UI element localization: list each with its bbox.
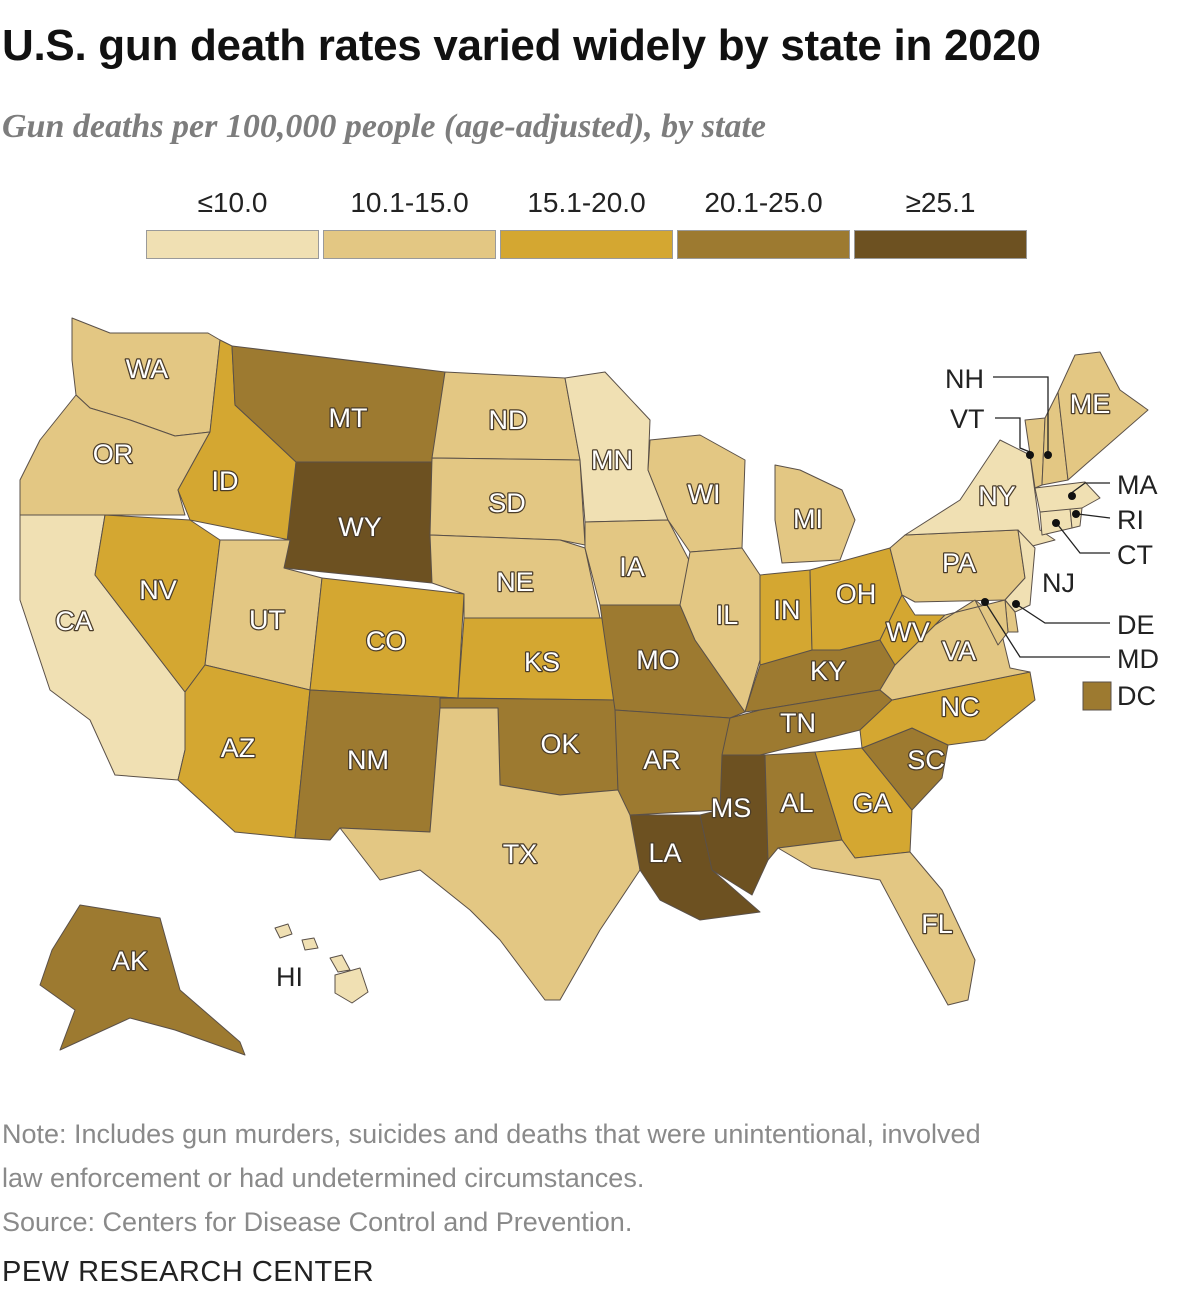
state-label: WY [338,512,382,542]
state-label: MN [591,445,633,475]
state-label: AK [112,946,148,976]
callout-labels: NH VT MA RI CT NJ DE MD DC HI [276,364,1159,992]
state-label: UT [249,605,285,635]
state-label: AL [780,788,813,818]
state-label: ND [489,405,528,435]
legend-item: ≤10.0 [146,186,319,266]
state-labels: WA OR CA ID NV MT WY UT AZ CO NM ND SD N… [54,353,1112,978]
state-shape [774,464,856,564]
state-label: ID [212,466,239,496]
state-shape [429,457,586,546]
legend-label: ≤10.0 [197,187,268,218]
state-label: MT [329,403,368,433]
state-label: TN [780,708,816,738]
state-label: NY [978,481,1016,511]
legend: ≤10.0 10.1-15.0 15.1-20.0 20.1-25.0 ≥25.… [0,186,1200,266]
state-label: NJ [1042,568,1075,598]
page-title: U.S. gun death rates varied widely by st… [2,21,1041,70]
state-label: GA [852,788,891,818]
legend-swatch [323,230,496,259]
legend-label: 10.1-15.0 [350,187,469,218]
state-label: OK [540,729,579,759]
legend-item: 15.1-20.0 [500,186,673,266]
state-shape [339,707,641,1001]
state-label: KS [524,647,560,677]
state-label: MI [793,504,823,534]
note-section: Note: Includes gun murders, suicides and… [2,1112,1192,1244]
callout-leaders [984,376,1111,658]
state-label: FL [921,909,953,939]
note-line: Note: Includes gun murders, suicides and… [2,1119,981,1149]
state-shape [274,923,369,1004]
state-label: MO [636,645,680,675]
state-shape [1057,351,1149,481]
state-label: NC [941,692,980,722]
legend-swatch [677,230,850,259]
state-label: KY [810,656,846,686]
state-shape [39,904,246,1056]
dc-swatch [1082,681,1112,711]
legend-label: ≥25.1 [905,187,976,218]
state-label: PA [942,548,976,578]
state-shapes [19,317,1149,1056]
state-label: MD [1117,644,1159,674]
legend-label: 15.1-20.0 [527,187,646,218]
legend-item: 10.1-15.0 [323,186,496,266]
state-label: IN [774,595,801,625]
state-shape [777,839,976,1006]
state-label: WA [126,354,169,384]
state-label: CO [366,626,407,656]
state-label: RI [1117,505,1144,535]
state-shape [1034,481,1101,513]
legend-label: 20.1-25.0 [704,187,823,218]
state-label: NM [347,745,389,775]
us-state-map: WA OR CA ID NV MT WY UT AZ CO NM ND SD N… [19,317,1159,1056]
state-label: SC [907,745,945,775]
state-shape [859,671,1036,749]
state-label: ME [1070,389,1111,419]
state-label: DC [1117,681,1156,711]
state-label: NV [139,575,177,605]
state-label: OR [93,439,134,469]
state-label: NE [496,567,534,597]
state-label: NH [945,364,984,394]
state-label: IA [619,552,645,582]
state-label: HI [276,962,303,992]
state-label: WI [688,479,721,509]
state-label: MS [711,793,752,823]
state-label: AZ [221,733,256,763]
state-label: OH [836,579,877,609]
state-label: CT [1117,540,1153,570]
note-line: law enforcement or had undetermined circ… [2,1163,645,1193]
state-shape [614,709,731,816]
state-label: TX [503,839,538,869]
state-label: CA [55,606,93,636]
state-label: VA [942,636,976,666]
state-shape [934,599,1009,646]
state-label: SD [488,488,526,518]
legend-swatch [146,230,319,259]
state-label: AR [643,745,681,775]
legend-swatch [500,230,673,259]
legend-swatch [854,230,1027,259]
state-label: MA [1117,470,1158,500]
state-label: IL [716,600,739,630]
callout-dots [981,451,1080,608]
page-subtitle: Gun deaths per 100,000 people (age-adjus… [2,108,766,145]
brand-logo-text: PEW RESEARCH CENTER [2,1256,375,1288]
state-label: DE [1117,610,1155,640]
state-label: VT [950,404,985,434]
legend-item: ≥25.1 [854,186,1027,266]
state-label: LA [648,838,681,868]
legend-item: 20.1-25.0 [677,186,850,266]
state-label: WV [886,617,930,647]
source-line: Source: Centers for Disease Control and … [2,1207,633,1237]
state-shape [679,547,761,713]
